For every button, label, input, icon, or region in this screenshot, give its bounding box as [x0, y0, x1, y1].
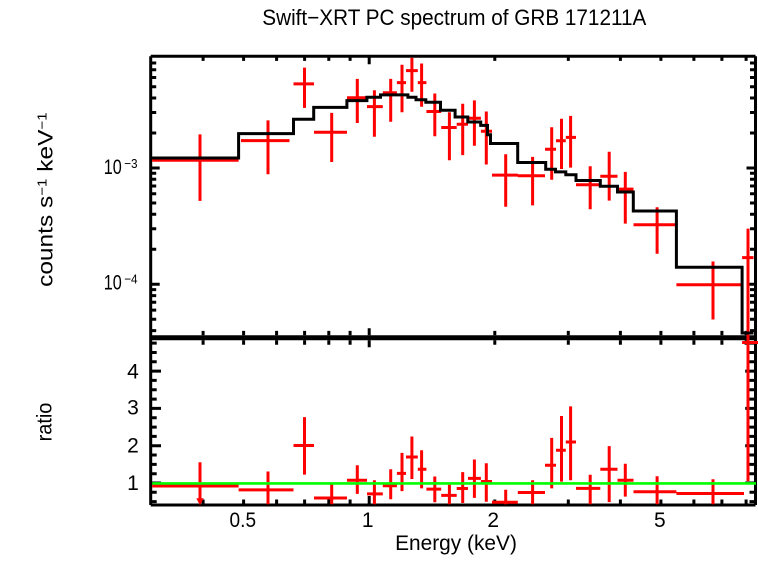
svg-text:2: 2 [127, 434, 139, 457]
svg-text:counts s−1 keV−1: counts s−1 keV−1 [34, 112, 57, 287]
svg-text:3: 3 [127, 397, 139, 420]
svg-text:Energy (keV): Energy (keV) [395, 532, 517, 555]
svg-text:1: 1 [362, 509, 374, 532]
svg-text:−4: −4 [124, 272, 137, 287]
svg-text:5: 5 [654, 509, 666, 532]
svg-text:−3: −3 [124, 156, 137, 171]
svg-text:10: 10 [104, 271, 122, 294]
svg-text:10: 10 [104, 156, 122, 179]
svg-text:Swift−XRT PC spectrum of GRB 1: Swift−XRT PC spectrum of GRB 171211A [262, 5, 646, 30]
svg-text:1: 1 [127, 472, 139, 495]
svg-text:2: 2 [487, 509, 499, 532]
svg-text:0.5: 0.5 [230, 509, 257, 532]
svg-text:4: 4 [127, 360, 139, 383]
svg-text:ratio: ratio [34, 403, 57, 442]
